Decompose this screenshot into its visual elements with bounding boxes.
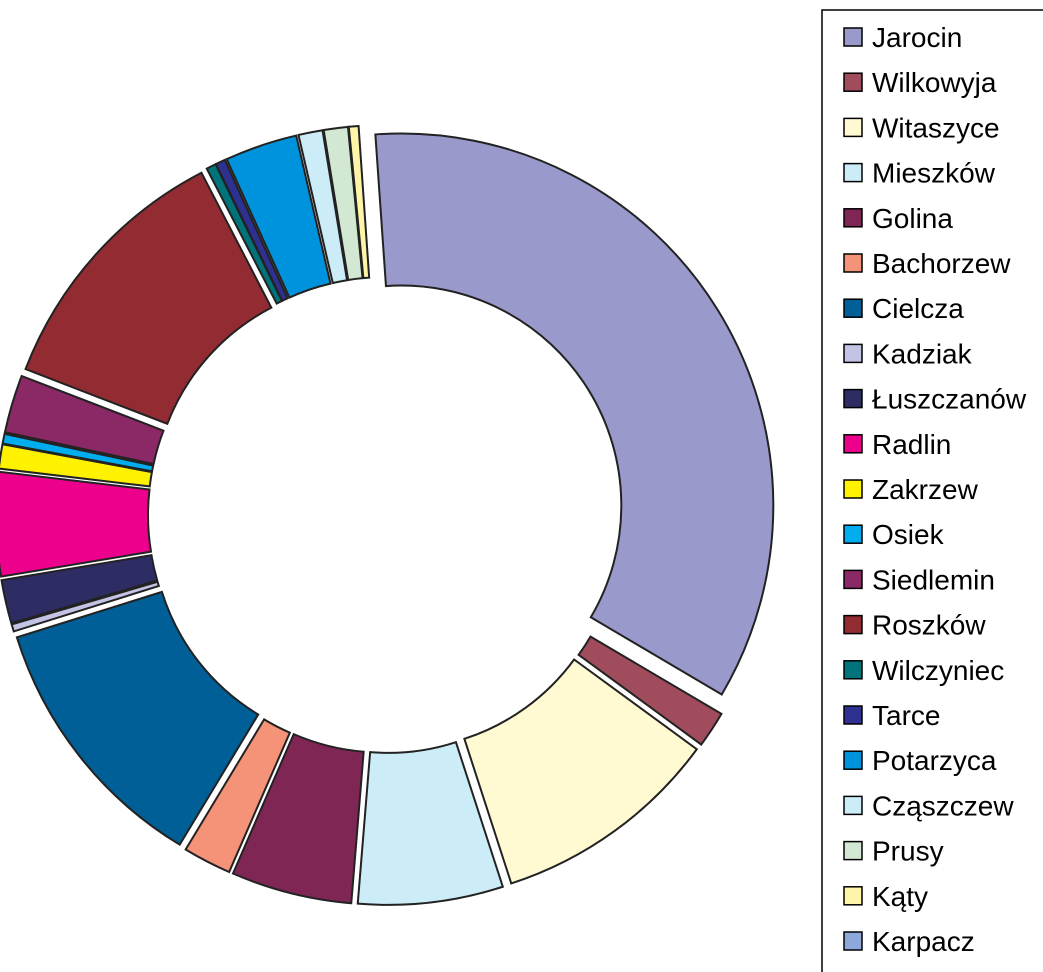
legend-label: Roszków <box>872 610 986 641</box>
legend-label: Tarce <box>872 700 940 731</box>
slices-group <box>0 124 775 906</box>
legend-swatch <box>843 931 863 951</box>
legend-label: Kadziak <box>872 338 973 369</box>
legend-swatch <box>843 162 863 183</box>
legend-label: Wilkowyja <box>872 67 997 98</box>
legend-swatch <box>843 795 863 816</box>
slice-cząszczew <box>297 129 349 285</box>
legend-label: Łuszczanów <box>872 384 1027 415</box>
legend-swatch <box>843 343 863 364</box>
slice-cielcza <box>15 590 260 847</box>
slice-potarzyca <box>225 134 332 299</box>
slice-jarocin <box>374 132 775 696</box>
legend-label: Potarzyca <box>872 745 997 776</box>
slice-wilkowyja <box>577 635 723 746</box>
legend-label: Zakrzew <box>872 474 979 505</box>
legend-swatch <box>843 72 863 92</box>
legend-swatch <box>843 117 863 138</box>
legend-swatch <box>843 705 863 725</box>
legend-swatch <box>843 660 863 680</box>
slice-mieszków <box>356 740 505 906</box>
legend: Jarocin Wilkowyja Witaszyce Mieszków Golina B… <box>821 9 1043 972</box>
slice-witaszyce <box>463 658 699 885</box>
legend-label: Wilczyniec <box>872 655 1004 686</box>
legend-swatch <box>843 253 863 273</box>
legend-swatch <box>843 298 863 318</box>
legend-label: Siedlemin <box>872 564 995 595</box>
legend-label: Golina <box>872 203 953 234</box>
legend-label: Cielcza <box>872 293 964 324</box>
legend-label: Mieszków <box>872 158 996 189</box>
legend-label: Bachorzew <box>872 248 1011 279</box>
legend-swatch <box>843 569 863 590</box>
slice-kadziak <box>10 580 161 633</box>
slice-bachorzew <box>184 718 292 874</box>
slice-kąty <box>347 124 371 280</box>
slice-golina <box>231 732 365 905</box>
slice-łuszczanów <box>0 554 159 625</box>
legend-swatch <box>843 208 863 228</box>
legend-label: Osiek <box>872 519 945 550</box>
slice-osiek <box>1 432 155 473</box>
legend-label: Cząszczew <box>872 790 1014 821</box>
legend-label: Prusy <box>872 836 944 867</box>
legend-swatch <box>843 840 863 861</box>
slice-radlin <box>0 470 153 578</box>
legend-swatch <box>843 27 863 47</box>
slice-roszków <box>24 171 273 426</box>
legend-label: Jarocin <box>872 22 962 53</box>
slice-siedlemin <box>3 374 165 466</box>
slice-tarce <box>214 158 289 303</box>
legend-swatch <box>843 434 863 454</box>
legend-label: Radlin <box>872 429 951 460</box>
legend-swatch <box>843 750 863 770</box>
legend-swatch <box>843 524 863 544</box>
legend-label: Witaszyce <box>872 112 1000 143</box>
legend-swatch <box>843 886 863 906</box>
legend-label: Kąty <box>872 881 928 912</box>
legend-swatch <box>843 388 863 409</box>
legend-swatch <box>843 479 863 499</box>
legend-swatch <box>843 614 863 635</box>
legend-label: Karpacz <box>872 926 975 957</box>
